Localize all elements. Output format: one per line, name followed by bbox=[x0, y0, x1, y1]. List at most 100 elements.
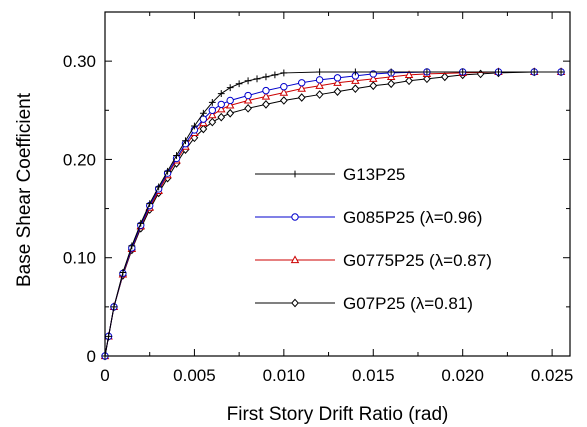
x-tick-label: 0.010 bbox=[263, 366, 306, 385]
legend-marker bbox=[291, 298, 299, 308]
series-2 bbox=[100, 67, 566, 360]
data-point bbox=[137, 219, 145, 227]
data-point bbox=[261, 91, 271, 100]
data-point bbox=[459, 68, 467, 76]
data-point bbox=[271, 71, 279, 79]
data-point bbox=[208, 117, 217, 127]
data-point bbox=[297, 93, 306, 102]
data-point bbox=[423, 68, 431, 76]
data-point bbox=[262, 86, 270, 95]
data-point bbox=[208, 110, 217, 119]
data-point bbox=[351, 76, 360, 84]
data-point bbox=[297, 84, 306, 92]
y-tick-label: 0.10 bbox=[63, 249, 96, 268]
data-point bbox=[226, 96, 234, 105]
data-point bbox=[405, 76, 413, 86]
data-point bbox=[333, 74, 342, 82]
data-point bbox=[105, 332, 112, 340]
series-1 bbox=[101, 68, 565, 360]
data-point bbox=[164, 167, 171, 175]
legend-label: G085P25 (λ=0.96) bbox=[343, 208, 482, 227]
data-point bbox=[208, 106, 217, 114]
legend-entry-3: G07P25 (λ=0.81) bbox=[255, 294, 473, 313]
data-point bbox=[262, 100, 270, 109]
data-point bbox=[351, 84, 360, 94]
x-tick-label: 0.015 bbox=[352, 366, 395, 385]
plot-area bbox=[100, 67, 566, 361]
data-point bbox=[369, 81, 378, 91]
plot-frame bbox=[104, 11, 571, 357]
data-point bbox=[280, 69, 288, 77]
data-point bbox=[495, 68, 502, 76]
data-point bbox=[404, 70, 414, 79]
data-point bbox=[351, 68, 359, 76]
data-point bbox=[279, 87, 289, 96]
legend-entry-1: G085P25 (λ=0.96) bbox=[255, 208, 482, 227]
legend-entry-2: G0775P25 (λ=0.87) bbox=[255, 251, 492, 270]
data-point bbox=[199, 124, 208, 134]
legend-marker bbox=[291, 170, 299, 178]
series-line-1 bbox=[104, 71, 562, 357]
data-point bbox=[476, 69, 485, 79]
data-point bbox=[298, 79, 306, 87]
series-line-0 bbox=[104, 71, 562, 357]
data-point bbox=[208, 99, 216, 106]
series-3 bbox=[101, 67, 565, 361]
data-point bbox=[244, 77, 252, 85]
data-point bbox=[217, 104, 226, 113]
legend: G13P25 G085P25 (λ=0.96) G0775P25 (λ=0.87) G… bbox=[255, 165, 492, 313]
data-point bbox=[253, 75, 261, 83]
data-point bbox=[110, 303, 118, 311]
data-point bbox=[128, 242, 136, 250]
data-point bbox=[557, 68, 565, 76]
data-point bbox=[316, 68, 324, 76]
legend-label: G13P25 bbox=[343, 165, 405, 184]
data-point bbox=[119, 269, 127, 276]
data-point bbox=[155, 183, 163, 191]
data-point bbox=[440, 72, 449, 82]
data-point bbox=[530, 68, 538, 76]
x-axis-label: First Story Drift Ratio (rad) bbox=[227, 404, 449, 425]
legend-label: G0775P25 (λ=0.87) bbox=[343, 251, 492, 270]
data-point bbox=[262, 73, 270, 81]
data-point bbox=[217, 100, 225, 109]
data-point bbox=[146, 200, 154, 208]
y-tick-label: 0 bbox=[87, 347, 96, 366]
data-point bbox=[243, 95, 253, 104]
series-0 bbox=[101, 68, 565, 360]
data-point bbox=[182, 137, 189, 145]
data-point bbox=[217, 90, 225, 97]
data-point bbox=[244, 91, 252, 100]
y-tick-label: 0.30 bbox=[63, 52, 96, 71]
data-point bbox=[173, 152, 180, 159]
data-point bbox=[315, 81, 324, 89]
data-point bbox=[244, 103, 252, 113]
data-point bbox=[279, 96, 288, 105]
data-point bbox=[217, 112, 226, 122]
data-point bbox=[226, 108, 235, 118]
series-line-3 bbox=[104, 71, 562, 357]
data-point bbox=[387, 68, 395, 76]
axes: 0 0.005 0.010 0.015 0.020 0.025 0 0.10 0.20 0.30 bbox=[63, 11, 574, 385]
y-tick-label: 0.20 bbox=[63, 150, 96, 169]
data-point bbox=[226, 84, 234, 92]
data-point bbox=[369, 74, 378, 82]
x-tick-label: 0.005 bbox=[173, 366, 216, 385]
data-point bbox=[235, 80, 243, 88]
data-point bbox=[333, 78, 342, 86]
data-point bbox=[333, 87, 342, 96]
data-point bbox=[387, 79, 396, 89]
legend-marker bbox=[290, 255, 300, 264]
data-point bbox=[191, 122, 198, 130]
data-point bbox=[199, 109, 207, 117]
series-line-2 bbox=[104, 71, 562, 357]
y-axis-label: Base Shear Coefficient bbox=[14, 92, 35, 287]
x-tick-label: 0.020 bbox=[441, 366, 484, 385]
data-point bbox=[315, 76, 324, 84]
legend-label: G07P25 (λ=0.81) bbox=[343, 294, 473, 313]
legend-marker bbox=[291, 213, 299, 221]
x-tick-label: 0.025 bbox=[531, 366, 574, 385]
data-point bbox=[423, 74, 431, 84]
x-tick-label: 0 bbox=[100, 366, 109, 385]
